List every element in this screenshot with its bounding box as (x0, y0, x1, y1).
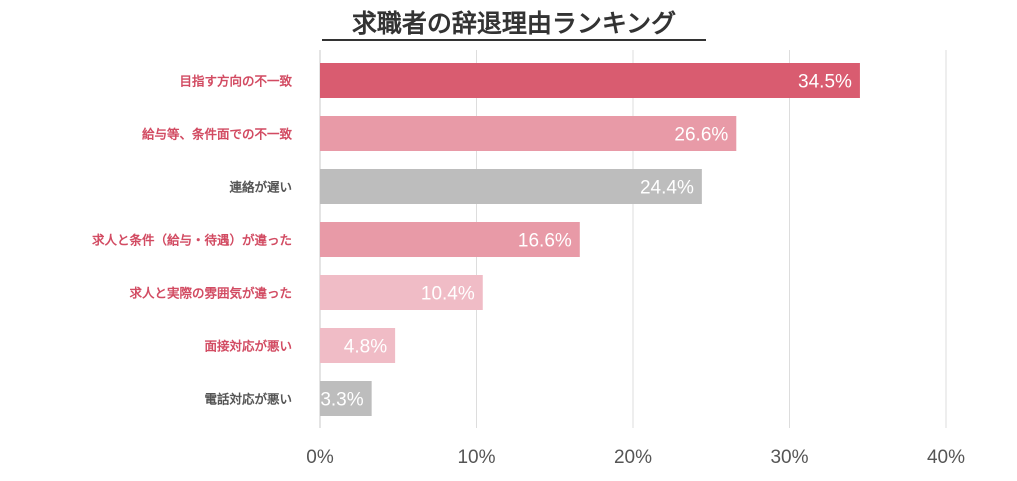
x-tick-label: 10% (457, 447, 495, 468)
category-label: 給与等、条件面での不一致 (142, 127, 293, 142)
x-tick-label: 20% (614, 447, 652, 468)
value-label: 3.3% (320, 390, 363, 411)
value-label: 16.6% (518, 231, 572, 252)
bar (320, 169, 702, 204)
x-axis-tick-labels: 0% 10% 20% 30% 40% (306, 447, 965, 468)
bars-group (320, 63, 860, 416)
bar (320, 381, 372, 416)
value-label: 10.4% (421, 284, 475, 305)
value-label: 34.5% (798, 72, 852, 93)
category-label: 求人と実際の雰囲気が違った (129, 286, 292, 301)
value-label: 26.6% (674, 125, 728, 146)
category-label: 面接対応が悪い (204, 339, 292, 354)
x-tick-label: 40% (927, 447, 965, 468)
value-label: 24.4% (640, 178, 694, 199)
bar (320, 275, 483, 310)
bar (320, 328, 396, 363)
x-tick-label: 30% (770, 447, 808, 468)
bar (320, 222, 580, 257)
value-labels: 34.5% 26.6% 24.4% 16.6% 10.4% 4.8% 3.3% (320, 72, 852, 411)
bar (320, 116, 737, 151)
category-label: 目指す方向の不一致 (179, 74, 292, 89)
x-tick-label: 0% (306, 447, 334, 468)
value-label: 4.8% (344, 337, 387, 358)
chart-title: 求職者の辞退理由ランキング (352, 9, 676, 38)
category-labels: 目指す方向の不一致給与等、条件面での不一致連絡が遅い求人と条件（給与・待遇）が違… (92, 74, 293, 407)
category-label: 電話対応が悪い (204, 392, 292, 407)
bar (320, 63, 860, 98)
category-label: 連絡が遅い (229, 180, 292, 195)
category-label: 求人と条件（給与・待遇）が違った (92, 233, 292, 248)
